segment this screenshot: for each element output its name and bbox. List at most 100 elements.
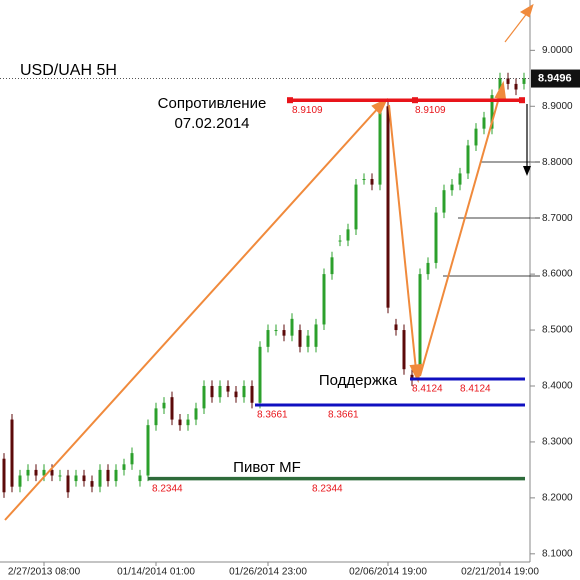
level-handle (287, 97, 293, 104)
candle-body (362, 179, 366, 181)
candle-body (418, 274, 422, 370)
candle-body (226, 385, 230, 392)
candle-body (290, 318, 294, 336)
candle-body (242, 385, 246, 398)
level-label: 8.4124 (460, 384, 491, 395)
level-handle (519, 97, 525, 104)
x-tick-label: 02/21/2014 19:00 (461, 567, 539, 578)
candle-body (50, 469, 54, 476)
candle-body (106, 469, 110, 482)
candle-body (386, 106, 390, 308)
candle-body (442, 190, 446, 213)
candle-body (370, 179, 374, 185)
candle-body (18, 475, 22, 487)
y-tick-label: 8.7000 (542, 213, 573, 224)
arrow-head (409, 363, 423, 384)
arrow-head (371, 97, 389, 115)
candle-body (522, 78, 526, 84)
candle-body (58, 475, 62, 477)
candle-body (74, 475, 78, 482)
x-tick-label: 2/27/2013 08:00 (8, 567, 81, 578)
level-label: 8.3661 (257, 410, 288, 421)
candle-body (98, 469, 102, 487)
candle-body (458, 173, 462, 185)
last-price-label: 8.9496 (538, 72, 572, 84)
candle-body (170, 397, 174, 420)
candle-body (282, 330, 286, 336)
y-tick-label: 8.8000 (542, 157, 573, 168)
annotation: Сопротивление (158, 95, 267, 112)
x-tick-label: 01/26/2014 23:00 (229, 567, 307, 578)
candle-body (394, 324, 398, 331)
candle-body (506, 78, 510, 84)
candle-body (434, 212, 438, 263)
candle-body (322, 274, 326, 325)
candle-body (234, 391, 238, 398)
trend-line (388, 104, 417, 371)
trend-arrows (4, 3, 534, 521)
candle-body (306, 335, 310, 347)
candle-body (274, 330, 278, 332)
level-label: 8.3661 (328, 410, 359, 421)
candle-body (202, 385, 206, 409)
arrow-head (523, 166, 531, 176)
candle-body (34, 469, 38, 476)
y-tick-label: 8.5000 (542, 325, 573, 336)
candle-body (210, 385, 214, 398)
trend-line (419, 93, 501, 377)
candle-body (42, 469, 46, 476)
candle-body (258, 346, 262, 403)
candle-body (514, 83, 518, 90)
candle-body (498, 78, 502, 96)
y-tick-label: 8.6000 (542, 269, 573, 280)
y-tick-label: 8.2000 (542, 493, 573, 504)
level-label: 8.2344 (152, 483, 183, 494)
candle-body (314, 324, 318, 347)
annotation: 07.02.2014 (174, 115, 249, 132)
candle-body (450, 184, 454, 191)
annotation: Поддержка (319, 372, 398, 389)
level-label: 8.2344 (312, 483, 343, 494)
candle-body (2, 458, 6, 493)
level-handle (412, 97, 418, 104)
candle-body (114, 469, 118, 482)
candle-body (354, 184, 358, 230)
chart-title: USD/UAH 5H (20, 62, 117, 79)
trend-line (504, 11, 529, 43)
level-label: 8.9109 (292, 105, 323, 116)
candle-body (178, 419, 182, 426)
y-tick-label: 8.1000 (542, 548, 573, 559)
plot (2, 72, 526, 498)
candle-body (90, 481, 94, 487)
candle-body (338, 240, 342, 242)
y-tick-label: 8.3000 (542, 437, 573, 448)
candle-body (218, 385, 222, 398)
candle-body (162, 402, 166, 409)
candle-body (402, 330, 406, 370)
candle-body (82, 475, 86, 482)
x-tick-label: 02/06/2014 19:00 (349, 567, 427, 578)
candle-body (130, 453, 134, 465)
candle-body (154, 408, 158, 426)
candle-body (378, 106, 382, 185)
arrow-head (494, 80, 507, 101)
x-tick-label: 01/14/2014 01:00 (117, 567, 195, 578)
candle-body (122, 464, 126, 470)
annotation: Пивот MF (233, 459, 301, 476)
candle-body (426, 262, 430, 275)
candle-body (266, 330, 270, 347)
arrow-head (520, 3, 534, 18)
candle-body (250, 385, 254, 403)
candle-body (330, 257, 334, 275)
candle-body (298, 330, 302, 347)
candle-body (482, 117, 486, 129)
candle-body (138, 475, 142, 482)
candle-body (474, 128, 478, 146)
level-label: 8.4124 (412, 384, 443, 395)
candle-body (490, 95, 494, 129)
last-price-box (531, 69, 580, 88)
candle-body (146, 425, 150, 476)
level-label: 8.9109 (415, 105, 446, 116)
